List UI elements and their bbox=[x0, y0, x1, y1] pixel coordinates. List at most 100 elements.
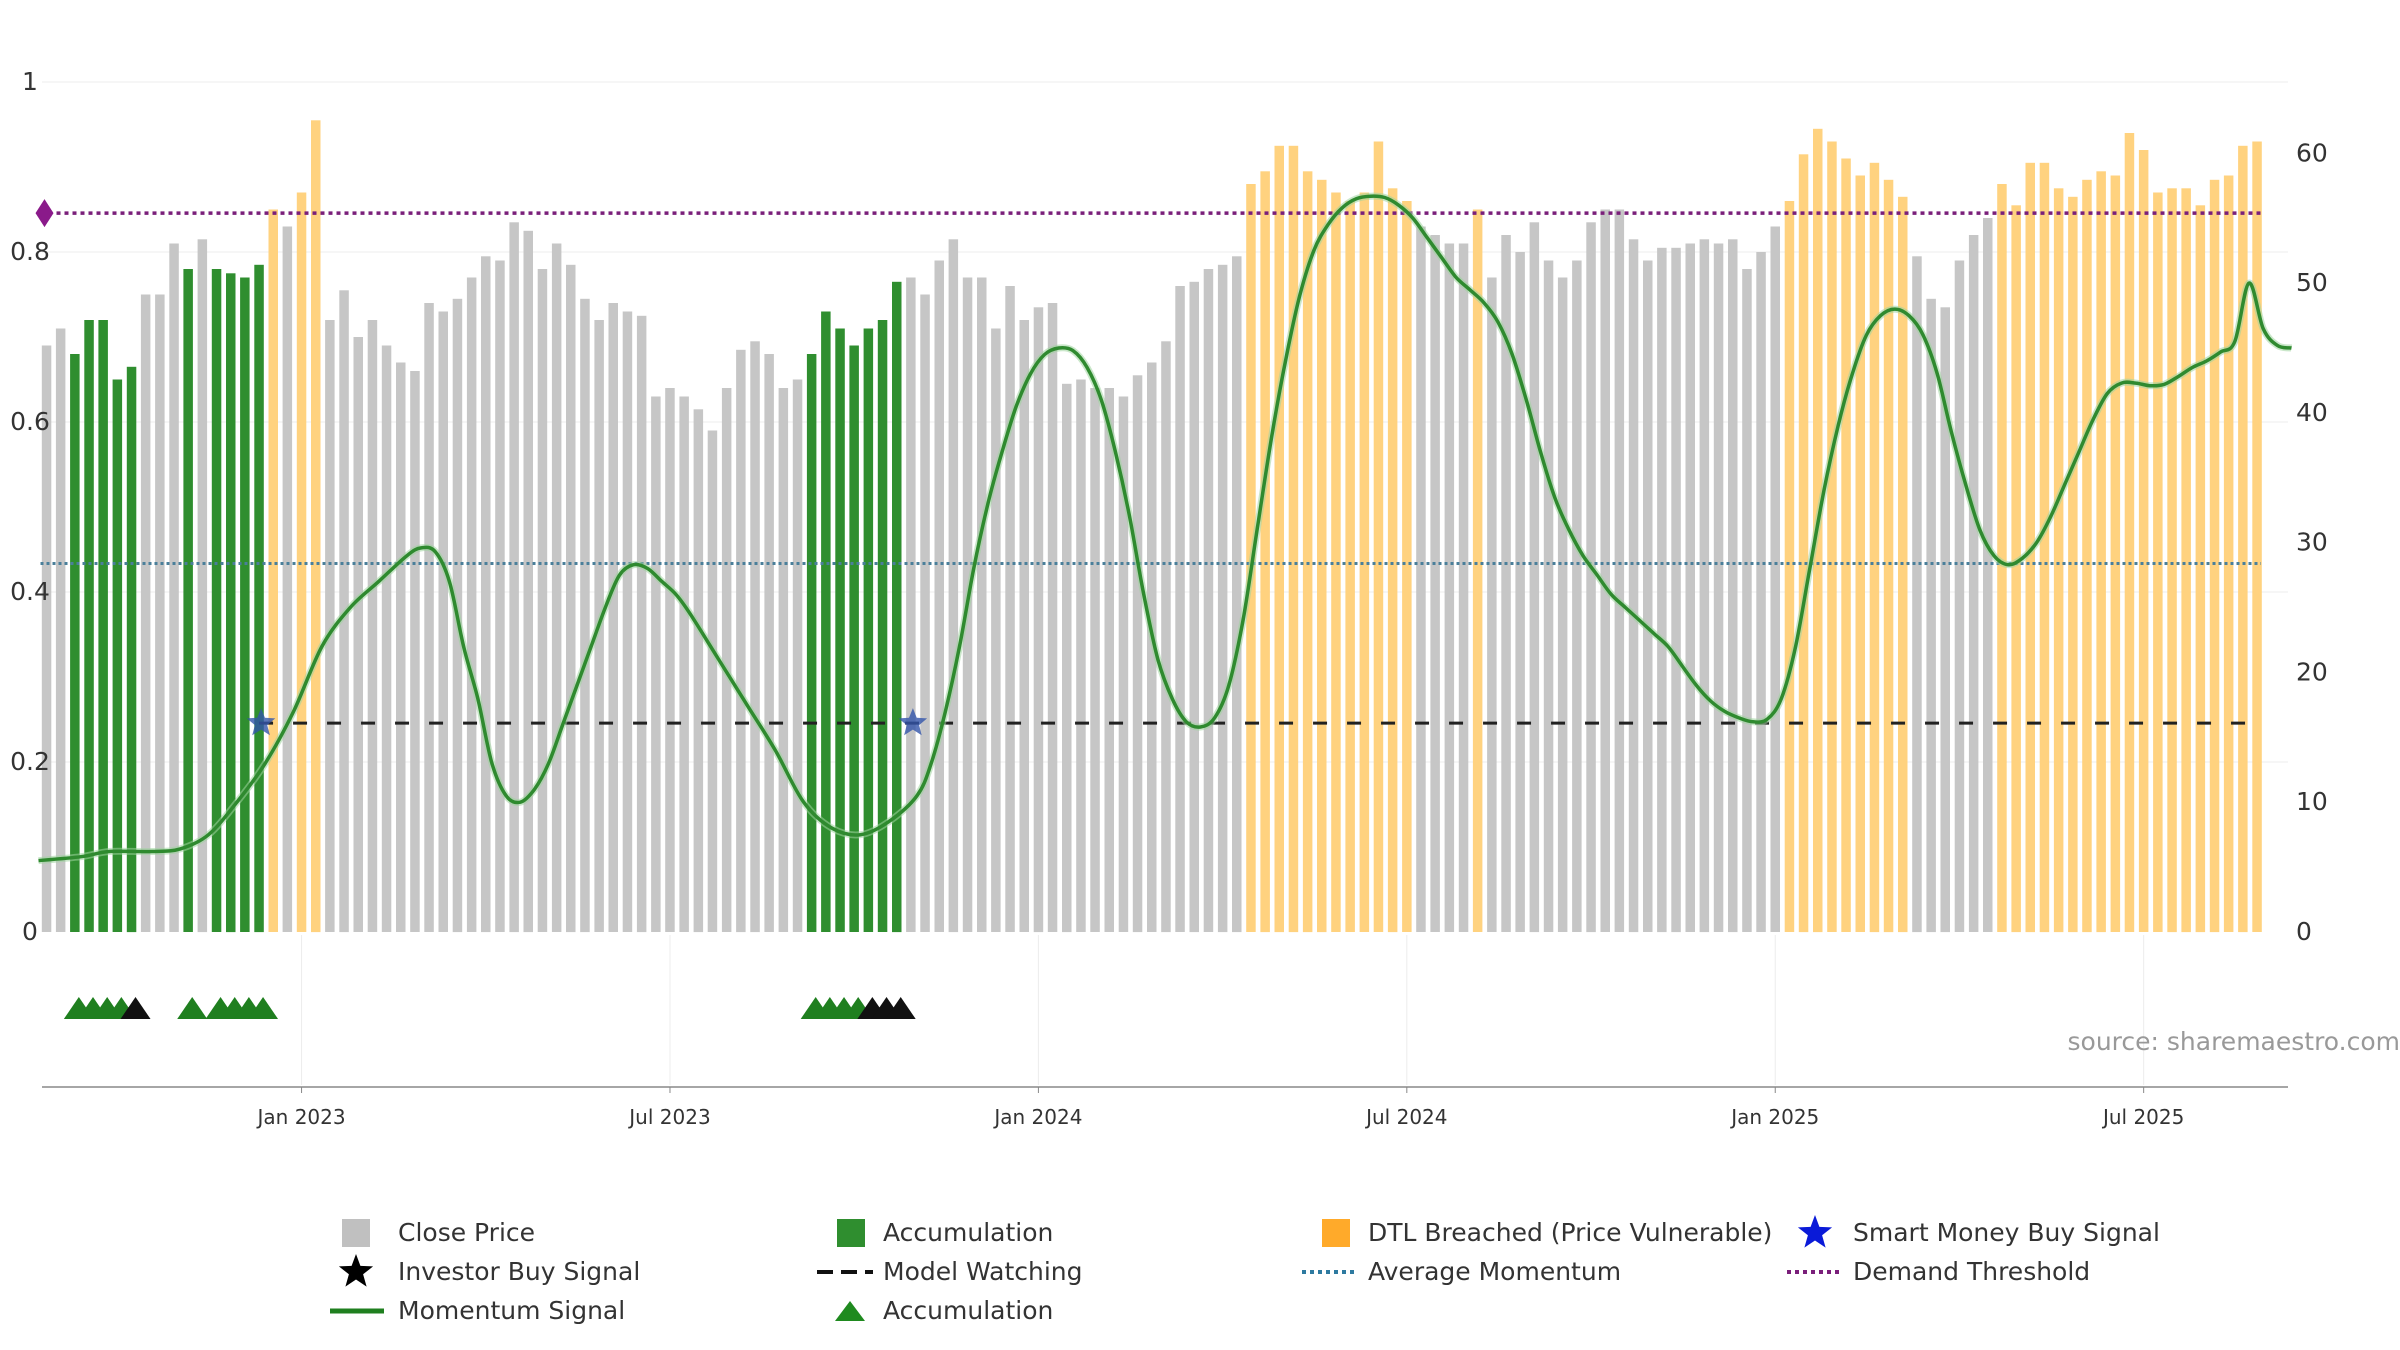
dtl-breached-bar bbox=[1274, 145, 1284, 933]
right-tick-label: 30 bbox=[2296, 528, 2328, 557]
dtl-breached-bar bbox=[1402, 201, 1412, 932]
legend-symbol bbox=[817, 1269, 873, 1274]
legend-item: Momentum Signal bbox=[330, 1293, 815, 1329]
close-price-bar bbox=[481, 256, 491, 933]
x-tick-label: Jul 2025 bbox=[2101, 1105, 2184, 1129]
close-price-bar bbox=[1232, 256, 1242, 933]
smart-money-star bbox=[246, 708, 276, 736]
investor-marker-triangle bbox=[885, 997, 916, 1019]
close-price-bar bbox=[1940, 307, 1950, 933]
right-tick-label: 20 bbox=[2296, 657, 2328, 686]
right-tick-label: 40 bbox=[2296, 398, 2328, 427]
close-price-bar bbox=[1019, 320, 1029, 932]
close-price-bar bbox=[1685, 243, 1695, 932]
dtl-breached-bar bbox=[296, 192, 307, 932]
accumulation-bar bbox=[877, 320, 888, 932]
close-price-bar bbox=[1756, 252, 1766, 932]
legend-item: Demand Threshold bbox=[1785, 1254, 2230, 1290]
dtl-breached-bar bbox=[2195, 205, 2206, 933]
accumulation-bar bbox=[835, 328, 845, 932]
momentum-signal-line bbox=[38, 194, 2292, 863]
dtl-breached-bar bbox=[1331, 192, 1341, 932]
dtl-breached-bar bbox=[2167, 188, 2177, 933]
close-price-bar bbox=[353, 337, 363, 932]
legend-symbol bbox=[837, 1218, 865, 1247]
close-price-bar bbox=[1543, 260, 1554, 932]
dtl-breached-bar bbox=[2011, 205, 2021, 933]
close-price-bar bbox=[1104, 388, 1114, 932]
legend-symbol bbox=[338, 1253, 374, 1287]
legend-item: Close Price bbox=[330, 1215, 815, 1251]
close-price-bar bbox=[1118, 396, 1129, 932]
close-price-bar bbox=[1770, 226, 1780, 932]
dtl-breached-bar bbox=[2053, 188, 2064, 933]
dtl-breached-bar bbox=[1784, 201, 1795, 932]
close-price-bar bbox=[651, 396, 661, 932]
dtl-breached-bar bbox=[1472, 209, 1483, 932]
close-price-bar bbox=[920, 294, 930, 932]
close-price-bar bbox=[1416, 226, 1426, 932]
accumulation-bar bbox=[240, 277, 250, 932]
legend-symbol bbox=[1797, 1214, 1833, 1248]
close-price-bar bbox=[197, 239, 208, 933]
close-price-bar bbox=[1047, 303, 1058, 932]
close-price-bar bbox=[1572, 260, 1582, 932]
demand-threshold-marker bbox=[35, 199, 54, 228]
close-price-bar bbox=[1954, 260, 1965, 932]
legend-symbol bbox=[1787, 1269, 1843, 1274]
close-price-bar bbox=[608, 303, 618, 932]
x-tick-label: Jan 2023 bbox=[256, 1105, 346, 1129]
right-tick-label: 50 bbox=[2296, 268, 2328, 297]
close-price-bar bbox=[1529, 222, 1540, 933]
dtl-breached-bar bbox=[2068, 196, 2078, 933]
x-tick-label: Jul 2023 bbox=[627, 1105, 710, 1129]
dtl-breached-bar bbox=[2252, 141, 2262, 932]
dtl-breached-bar bbox=[2138, 150, 2149, 932]
close-price-bar bbox=[736, 349, 746, 933]
legend-item: DTL Breached (Price Vulnerable) bbox=[1300, 1215, 1785, 1251]
dtl-breached-bar bbox=[2181, 188, 2191, 933]
accumulation-bar bbox=[70, 354, 80, 932]
close-price-bar bbox=[707, 430, 718, 932]
close-price-bar bbox=[1713, 243, 1724, 932]
left-tick-label: 0.2 bbox=[10, 747, 50, 776]
indicator-lines bbox=[35, 192, 2293, 865]
dtl-breached-bar bbox=[1387, 188, 1398, 933]
legend-symbol bbox=[835, 1300, 865, 1321]
dtl-breached-bar bbox=[1997, 184, 2007, 932]
dtl-breached-bar bbox=[2124, 133, 2135, 932]
dtl-breached-bar bbox=[1359, 192, 1370, 932]
legend: Close Price Accumulation DTL Breached (Pri… bbox=[330, 1213, 2230, 1333]
dtl-breached-bar bbox=[1373, 141, 1384, 932]
legend-item: Model Watching bbox=[815, 1254, 1300, 1290]
close-price-bar bbox=[636, 315, 647, 933]
close-price-bar bbox=[466, 277, 477, 932]
x-tick-label: Jan 2025 bbox=[1729, 1105, 1819, 1129]
signal-markers bbox=[63, 997, 916, 1019]
legend-label: Accumulation bbox=[883, 1296, 1054, 1325]
close-price-bar bbox=[1076, 379, 1086, 932]
close-price-bar bbox=[1628, 239, 1639, 933]
left-tick-label: 0 bbox=[22, 917, 38, 946]
legend-label: Close Price bbox=[398, 1218, 536, 1247]
legend-label: Model Watching bbox=[883, 1257, 1083, 1286]
close-price-bar bbox=[1189, 281, 1199, 933]
close-price-bar bbox=[1600, 209, 1610, 932]
legend-item: Accumulation bbox=[815, 1215, 1300, 1251]
legend-item: Accumulation bbox=[815, 1293, 1300, 1329]
close-price-bar bbox=[140, 294, 151, 932]
price-bars bbox=[41, 120, 2262, 933]
close-price-bar bbox=[1161, 341, 1171, 933]
close-price-bar bbox=[1586, 222, 1596, 933]
legend-label: Momentum Signal bbox=[398, 1296, 626, 1325]
legend-item: Average Momentum bbox=[1300, 1254, 1785, 1290]
x-tick-label: Jan 2024 bbox=[992, 1105, 1082, 1129]
close-price-bar bbox=[396, 362, 406, 932]
dtl-breached-bar bbox=[2082, 179, 2092, 933]
close-price-bar bbox=[1643, 260, 1653, 932]
right-tick-label: 10 bbox=[2296, 787, 2328, 816]
close-price-bar bbox=[1728, 239, 1738, 933]
legend-symbol bbox=[1322, 1218, 1350, 1247]
